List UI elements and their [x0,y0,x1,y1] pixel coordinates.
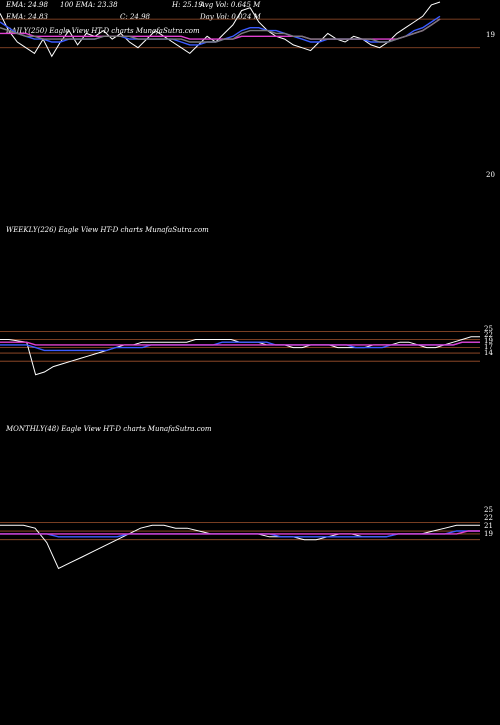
monthly-y-tick-label: 21 [484,522,493,530]
daily-y-tick-label: 20 [486,171,495,179]
monthly-price-line [0,524,480,570]
header-ema-b: EMA: 24.83 [5,13,49,21]
weekly-ema-short-line [0,341,480,352]
weekly-caption: WEEKLY(226) Eagle View HT-D charts Munaf… [6,226,209,234]
header-day-vol: Day Vol: 0.024 M [199,13,262,21]
daily-ema-mid-line [0,18,441,43]
daily-price-line [0,1,441,58]
monthly-ema-long-line [0,530,480,535]
header-close: C: 24.98 [120,13,151,21]
weekly-ema-long-line [0,341,480,346]
weekly-y-tick-label: 14 [484,349,493,357]
monthly-y-tick-label: 25 [484,506,493,514]
weekly-y-tick-label: 17 [484,343,493,351]
daily-y-tick-label: 19 [486,31,495,39]
monthly-y-tick-label: 22 [484,514,493,522]
weekly-y-tick-label: 19 [484,337,493,345]
header-high: H: 25.19 [171,1,203,9]
weekly-y-tick-label: 25 [484,325,493,333]
monthly-caption: MONTHLY(48) Eagle View HT-D charts Munaf… [5,425,212,433]
header-ema-a: EMA: 24.98 [5,1,49,9]
header-group: EMA: 24.98 100 EMA: 23.38 H: 25.19 Avg V… [5,1,262,35]
monthly-y-tick-label: 19 [484,530,493,538]
header-ema-100: 100 EMA: 23.38 [60,1,118,9]
header-avg-vol: Avg Vol: 0.645 M [199,1,261,9]
weekly-y-tick-label: 22 [484,331,493,339]
